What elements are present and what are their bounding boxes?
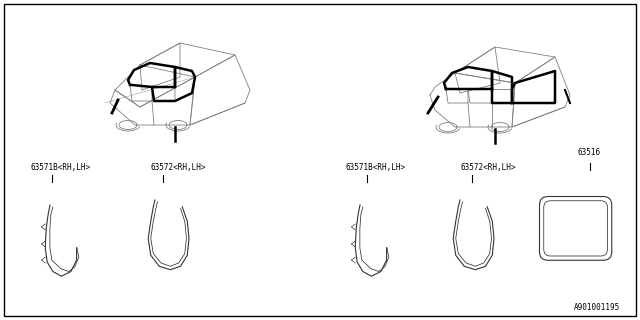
Text: 63571B<RH,LH>: 63571B<RH,LH>	[30, 163, 90, 172]
Text: 63572<RH,LH>: 63572<RH,LH>	[460, 163, 515, 172]
Text: 63516: 63516	[578, 148, 601, 157]
Text: 63572<RH,LH>: 63572<RH,LH>	[150, 163, 205, 172]
Text: A901001195: A901001195	[573, 303, 620, 312]
Text: 63571B<RH,LH>: 63571B<RH,LH>	[345, 163, 405, 172]
